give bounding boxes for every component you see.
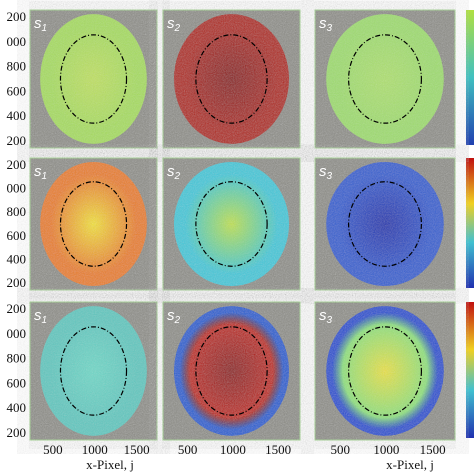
y-tick-label: 000 <box>7 181 27 196</box>
panel-label-subscript: 3 <box>327 23 333 34</box>
panel-label-subscript: 1 <box>42 23 48 34</box>
y-tick-label: 400 <box>7 251 27 266</box>
panel-label-letter: s <box>319 163 327 180</box>
panel-label-letter: s <box>167 163 175 180</box>
y-tick-label: 000 <box>7 326 27 341</box>
y-tick-label: 200 <box>7 275 27 290</box>
panel-label: s2 <box>167 163 181 182</box>
roi-outline <box>348 181 423 267</box>
x-tick-label: 500 <box>43 442 63 457</box>
roi-outline <box>59 181 128 267</box>
roi-outline <box>348 326 423 416</box>
x-tick-label: 1500 <box>420 442 446 457</box>
roi-outline <box>59 34 128 124</box>
x-tick-label: 1000 <box>373 442 399 457</box>
y-tick-label: 200 <box>7 157 27 172</box>
intensity-blob <box>40 306 147 436</box>
intensity-blob <box>173 161 290 287</box>
roi-outline <box>195 326 268 416</box>
panel-label: s1 <box>34 15 47 34</box>
y-tick-label: 800 <box>7 351 27 366</box>
y-tick-label: 600 <box>7 228 27 243</box>
y-tick-label: 800 <box>7 59 27 74</box>
panel-label: s2 <box>167 15 181 34</box>
x-tick-label: 500 <box>330 442 350 457</box>
panel-label-letter: s <box>319 307 327 324</box>
intensity-blob <box>326 161 444 287</box>
y-tick-label: 200 <box>7 301 27 316</box>
x-tick-label: 1500 <box>124 442 150 457</box>
panel-label-subscript: 2 <box>174 171 181 182</box>
intensity-blob <box>40 161 147 287</box>
x-tick-label: 1000 <box>82 442 108 457</box>
panel-label: s1 <box>34 163 47 182</box>
colorbar <box>466 10 474 145</box>
y-tick-label: 000 <box>7 34 27 49</box>
intensity-blob <box>173 306 290 436</box>
panel-label-subscript: 2 <box>174 23 181 34</box>
panel-label-subscript: 1 <box>42 315 48 326</box>
intensity-blob <box>326 14 444 144</box>
roi-outline <box>348 34 423 124</box>
panel-label-letter: s <box>34 15 42 32</box>
panel-label-subscript: 1 <box>42 171 48 182</box>
panel-label-subscript: 2 <box>174 315 181 326</box>
x-axis-label: x-Pixel, j <box>86 457 134 472</box>
roi-outline <box>195 34 268 124</box>
y-tick-label: 800 <box>7 204 27 219</box>
panel-label-letter: s <box>34 163 42 180</box>
panel-label-letter: s <box>319 15 327 32</box>
panel-label: s3 <box>319 163 333 182</box>
y-tick-label: 600 <box>7 83 27 98</box>
panel-label-subscript: 3 <box>327 171 333 182</box>
y-tick-label: 200 <box>7 133 27 148</box>
panel-label-letter: s <box>34 307 42 324</box>
y-tick-label: 200 <box>7 9 27 24</box>
y-tick-label: 400 <box>7 400 27 415</box>
intensity-blob <box>173 14 290 144</box>
roi-outline <box>195 181 268 267</box>
y-tick-label: 600 <box>7 375 27 390</box>
roi-outline <box>59 326 128 416</box>
panel-label-subscript: 3 <box>327 315 333 326</box>
x-axis-label: x-Pixel, j <box>386 457 434 472</box>
colorbar <box>466 302 474 438</box>
panel-label: s3 <box>319 307 333 326</box>
intensity-blob <box>40 14 147 144</box>
panel-label: s3 <box>319 15 333 34</box>
panel-label-letter: s <box>167 15 175 32</box>
y-tick-label: 400 <box>7 108 27 123</box>
panel-label-letter: s <box>167 307 175 324</box>
x-tick-label: 1000 <box>220 442 246 457</box>
x-tick-label: 500 <box>178 442 198 457</box>
x-tick-label: 1500 <box>265 442 291 457</box>
intensity-blob <box>326 306 444 436</box>
panel-label: s2 <box>167 307 181 326</box>
panel-label: s1 <box>34 307 47 326</box>
colorbar <box>466 158 474 288</box>
y-tick-label: 200 <box>7 425 27 440</box>
